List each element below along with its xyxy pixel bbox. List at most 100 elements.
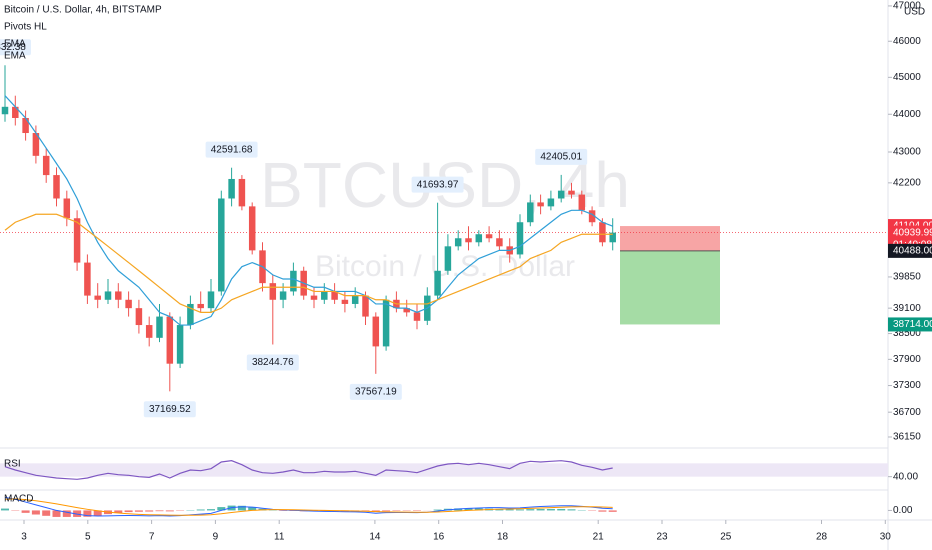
candle-body: [588, 210, 596, 223]
macd-hist: [145, 510, 154, 512]
x-tick-label: 25: [720, 532, 732, 543]
candle-body: [290, 270, 297, 292]
pivot-label: 42405.01: [540, 152, 582, 163]
macd-hist: [196, 509, 205, 511]
price-tag-label: 38714.00: [893, 319, 932, 330]
x-tick-label: 14: [369, 532, 381, 543]
y-tick-label: 38500: [893, 328, 921, 339]
y-tick-label: 44000: [893, 109, 921, 120]
macd-hist: [567, 509, 576, 511]
candle-body: [609, 232, 616, 243]
macd-macd: [4, 496, 613, 517]
candle-body: [197, 303, 204, 309]
macd-hist: [474, 508, 483, 511]
pivot-box: [246, 354, 299, 371]
candle-body: [115, 291, 122, 300]
candle-body: [527, 202, 534, 223]
y-tick-label: 37300: [893, 380, 921, 391]
candle-body: [42, 155, 50, 176]
candle-body: [568, 190, 575, 195]
x-tick-label: 9: [213, 532, 219, 543]
macd-hist: [237, 505, 246, 511]
candle-body: [516, 222, 524, 255]
macd-hist: [382, 510, 391, 512]
x-tick-label: 18: [497, 532, 509, 543]
macd-tick-label: 0.00: [893, 505, 913, 516]
macd-hist: [165, 510, 174, 512]
pivot-box: [205, 141, 258, 158]
macd-hist: [31, 510, 40, 515]
candle-body: [578, 194, 586, 211]
x-tick-label: 11: [274, 532, 285, 543]
loss-zone: [620, 226, 720, 251]
pivot-label: 37169.52: [149, 404, 191, 415]
y-tick-label: 45000: [893, 72, 921, 83]
x-tick-label: 30: [880, 532, 892, 543]
candle-body: [238, 178, 246, 207]
macd-hist: [536, 508, 545, 511]
price-tag-label: 40939.99: [893, 227, 932, 238]
y-tick-label: 43000: [893, 147, 921, 158]
y-tick-label: 36700: [893, 407, 921, 418]
chart-title: Bitcoin / U.S. Dollar, 4h, BITSTAMP: [4, 5, 162, 16]
x-tick-label: 23: [656, 532, 668, 543]
macd-hist: [526, 509, 535, 511]
x-tick-label: 28: [816, 532, 828, 543]
macd-hist: [248, 507, 257, 511]
macd-hist: [83, 510, 92, 517]
y-tick-label: 37900: [893, 354, 921, 365]
price-tag: [888, 317, 932, 332]
indicator-name: EMA: [4, 39, 26, 50]
macd-hist: [505, 509, 514, 511]
pivot-box: [0, 39, 31, 56]
macd-hist: [124, 510, 133, 513]
y-tick-label: 36150: [893, 432, 921, 443]
x-tick-label: 5: [85, 532, 91, 543]
candle-body: [599, 222, 606, 243]
candle-body: [413, 312, 421, 321]
candle-body: [454, 238, 462, 247]
candle-body: [218, 198, 225, 292]
candle-body: [403, 308, 410, 313]
pivot-box: [411, 176, 464, 193]
indicator-name: Pivots HL: [4, 22, 47, 33]
candle-body: [372, 316, 380, 347]
x-tick-label: 3: [21, 532, 27, 543]
candle-body: [248, 206, 256, 251]
y-tick-label: 47000: [893, 1, 921, 12]
candle-body: [84, 262, 91, 296]
macd-hist: [598, 510, 607, 512]
pivot-box: [535, 148, 588, 165]
candle-body: [187, 303, 194, 326]
pivot-label: 37567.19: [355, 386, 397, 397]
candle-body: [22, 117, 29, 134]
ema-line: [4, 213, 613, 313]
macd-hist: [155, 510, 164, 512]
candle-body: [351, 295, 359, 304]
candle-body: [166, 316, 174, 364]
candle-body: [465, 238, 472, 243]
pivot-label: 42591.68: [211, 144, 253, 155]
rsi-tick-label: 40.00: [893, 471, 918, 482]
candle-body: [557, 190, 565, 199]
pivot-box: [143, 401, 196, 418]
macd-hist: [114, 510, 123, 514]
pivot-label: 38244.76: [252, 357, 294, 368]
candle-body: [537, 202, 544, 207]
price-tag: [888, 243, 932, 258]
pivot-box: [349, 383, 402, 400]
rsi-band: [0, 463, 888, 477]
candle-body: [485, 234, 493, 239]
rsi-name: RSI: [4, 459, 21, 470]
rsi-line: [4, 460, 613, 480]
candle-body: [1, 106, 9, 115]
macd-hist: [546, 508, 555, 511]
candle-body: [12, 106, 19, 118]
candle-body: [135, 308, 143, 326]
price-tag-label: 40488.00: [893, 246, 932, 257]
candle-body: [321, 291, 328, 300]
candle-body: [53, 175, 60, 199]
